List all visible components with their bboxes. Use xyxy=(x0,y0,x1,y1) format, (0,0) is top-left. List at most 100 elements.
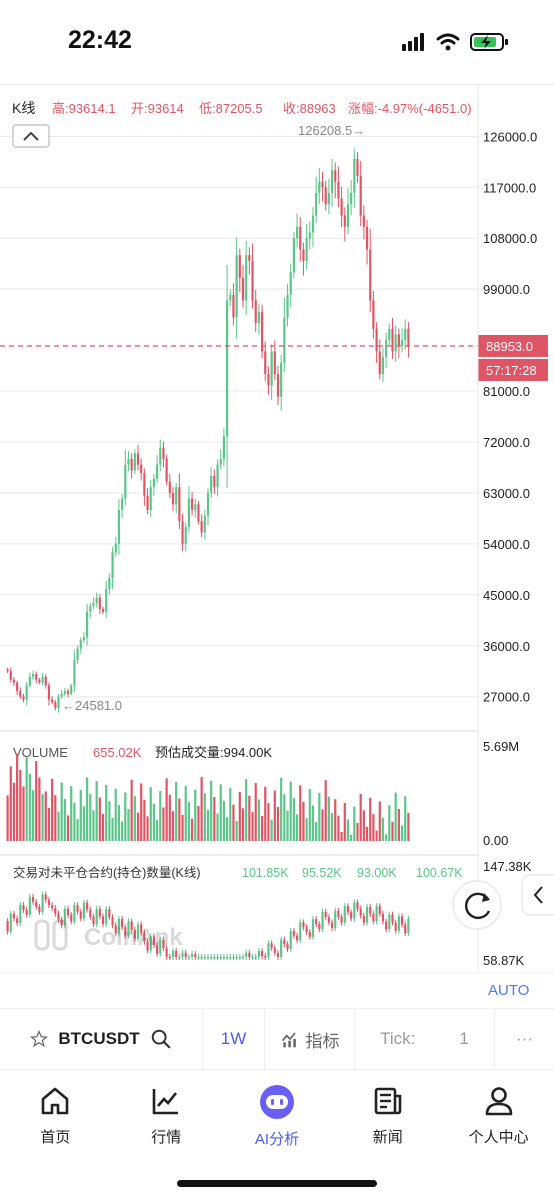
candle-body xyxy=(260,311,264,352)
kline-chart[interactable]: K线 高:93614.1 开:93614 低:87205.5 收:88963 涨… xyxy=(0,85,554,1009)
ohlc-change: 涨幅:-4.97%(-4651.0) xyxy=(348,101,472,116)
volume-bar xyxy=(152,803,156,841)
star-icon[interactable] xyxy=(30,1030,49,1048)
candle-body xyxy=(187,498,191,527)
oi-candle xyxy=(216,957,219,959)
volume-bar xyxy=(270,819,273,841)
oi-candle xyxy=(86,902,89,910)
tab-home[interactable]: 首页 xyxy=(0,1070,111,1200)
oi-candle xyxy=(346,906,350,913)
candle-body xyxy=(175,487,178,505)
collapse-button[interactable] xyxy=(12,124,50,148)
oi-candle xyxy=(168,956,171,959)
candle-body xyxy=(334,170,337,182)
oi-candle xyxy=(251,957,254,959)
tick-selector[interactable]: Tick: 1 xyxy=(355,1008,495,1070)
volume-bar xyxy=(232,804,235,841)
oi-candle xyxy=(280,939,283,957)
more-button[interactable]: ··· xyxy=(516,1029,533,1048)
candle-body xyxy=(171,492,175,505)
interval-selector[interactable]: 1W xyxy=(203,1008,265,1070)
candle-body xyxy=(388,328,391,341)
oi-candle xyxy=(350,912,353,919)
oi-candle xyxy=(206,957,210,959)
tab-profile[interactable]: 个人中心 xyxy=(443,1070,554,1200)
oi-candle xyxy=(146,941,149,951)
oi-candle xyxy=(375,906,378,922)
tab-ai-analysis[interactable]: AI分析 xyxy=(222,1070,333,1200)
volume-bar xyxy=(149,787,152,841)
symbol-selector[interactable]: BTCUSDT xyxy=(0,1008,203,1070)
oi-candle xyxy=(16,918,19,924)
volume-bar xyxy=(375,830,378,841)
countdown-value: 57:17:28 xyxy=(486,363,537,378)
volume-bar xyxy=(251,812,254,841)
volume-bar xyxy=(41,793,44,841)
oi-candle xyxy=(381,913,385,922)
candle-body xyxy=(95,597,98,604)
candle-body xyxy=(305,238,308,261)
candle-body xyxy=(203,515,206,533)
auto-scale-button[interactable]: AUTO xyxy=(488,982,529,999)
kline-chart-panel[interactable]: K线 高:93614.1 开:93614 低:87205.5 收:88963 涨… xyxy=(0,84,554,1008)
volume-bar xyxy=(330,813,334,841)
candle-body xyxy=(356,158,359,176)
volume-bar xyxy=(346,819,350,841)
indicator-button[interactable]: 指标 xyxy=(265,1008,355,1070)
oi-candle xyxy=(178,957,181,959)
candle-body xyxy=(280,362,283,397)
candle-body xyxy=(6,669,9,672)
search-icon[interactable] xyxy=(150,1028,172,1050)
oi-value-1: 101.85K xyxy=(242,866,289,880)
tab-market[interactable]: 行情 xyxy=(111,1070,222,1200)
candle-body xyxy=(127,458,130,465)
volume-bar xyxy=(54,795,57,841)
volume-bar xyxy=(146,816,149,841)
oi-candle xyxy=(270,943,273,949)
price-tick-label: 27000.0 xyxy=(483,690,530,705)
volume-bar xyxy=(121,821,124,841)
volume-bar xyxy=(136,812,140,841)
candle-body xyxy=(378,351,381,375)
candle-body xyxy=(241,277,245,301)
candle-body xyxy=(82,637,86,641)
volume-bar xyxy=(63,798,66,841)
volume-bar xyxy=(225,817,229,841)
oi-candle xyxy=(289,930,292,949)
volume-bar xyxy=(264,786,267,841)
side-panel-toggle[interactable] xyxy=(521,874,554,916)
tab-news[interactable]: 新闻 xyxy=(332,1070,443,1200)
volume-bar xyxy=(101,814,105,841)
price-tick-label: 117000.0 xyxy=(483,180,536,195)
volume-bar xyxy=(168,794,171,841)
volume-bar xyxy=(318,792,321,841)
oi-candle xyxy=(407,918,410,934)
oi-candle xyxy=(156,945,159,954)
oi-candle xyxy=(257,951,260,957)
volume-bar xyxy=(12,782,16,841)
volume-bar xyxy=(194,789,197,841)
volume-bar xyxy=(378,801,381,841)
oi-candle xyxy=(400,916,404,925)
oi-candle xyxy=(28,896,31,915)
ohlc-low: 低:87205.5 xyxy=(199,101,263,116)
refresh-button[interactable] xyxy=(452,880,502,930)
candle-body xyxy=(79,640,82,649)
candle-body xyxy=(222,436,226,459)
candle-body xyxy=(324,187,327,205)
candle-body xyxy=(101,608,105,612)
candle-body xyxy=(117,509,121,544)
volume-bar xyxy=(60,782,63,841)
candle-body xyxy=(270,351,273,386)
volume-bar xyxy=(51,778,54,841)
candle-body xyxy=(283,317,286,363)
candle-body xyxy=(159,447,162,465)
candle-body xyxy=(70,685,73,694)
candle-body xyxy=(359,175,362,216)
volume-bar xyxy=(28,773,31,841)
volume-bar xyxy=(381,817,385,841)
cellular-signal-icon xyxy=(402,33,424,51)
oi-candle xyxy=(273,948,276,953)
candle-body xyxy=(302,249,305,261)
tab-news-label: 新闻 xyxy=(372,1129,403,1146)
